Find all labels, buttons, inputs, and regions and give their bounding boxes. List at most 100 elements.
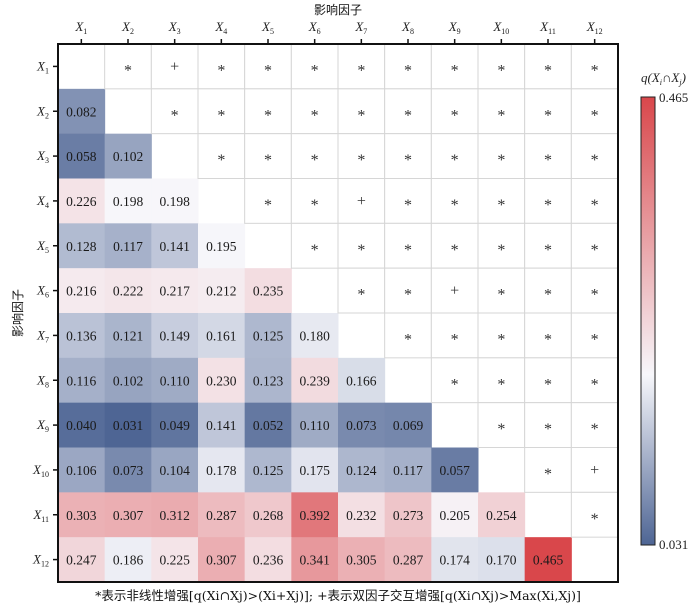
nonlinear-enhance-symbol: * bbox=[544, 152, 552, 169]
cell-value-label: 0.057 bbox=[439, 463, 470, 478]
cell-value-label: 0.341 bbox=[299, 553, 329, 568]
y-tick-label: X7 bbox=[36, 327, 49, 344]
symbol-cell bbox=[570, 491, 619, 538]
symbol-cell bbox=[524, 402, 572, 448]
heatmap-cell bbox=[244, 402, 292, 448]
nonlinear-enhance-symbol: * bbox=[311, 152, 319, 169]
cell-value-label: 0.222 bbox=[113, 284, 143, 299]
heatmap-cell bbox=[151, 313, 199, 359]
nonlinear-enhance-symbol: * bbox=[264, 62, 272, 79]
heatmap-cell bbox=[198, 492, 246, 538]
nonlinear-enhance-symbol: * bbox=[497, 197, 505, 214]
cell-value-label: 0.198 bbox=[113, 194, 144, 209]
symbol-cell bbox=[197, 133, 246, 180]
bivariate-enhance-symbol: + bbox=[357, 193, 366, 210]
nonlinear-enhance-symbol: * bbox=[591, 287, 599, 304]
y-tick-label: X2 bbox=[36, 103, 49, 120]
symbol-cell bbox=[570, 222, 619, 269]
heatmap-cell bbox=[58, 178, 106, 224]
colorbar-max-label: 0.465 bbox=[659, 90, 688, 105]
nonlinear-enhance-symbol: * bbox=[591, 421, 599, 438]
symbol-cell bbox=[477, 43, 526, 90]
heatmap-cell bbox=[291, 447, 339, 493]
cell-value-label: 0.073 bbox=[346, 418, 377, 433]
symbol-cell bbox=[430, 178, 479, 224]
heatmap-cell bbox=[151, 357, 199, 404]
heatmap-cell bbox=[151, 223, 199, 269]
cell-value-label: 0.225 bbox=[159, 553, 190, 568]
cell-value-label: 0.235 bbox=[253, 284, 284, 299]
y-tick-label: X3 bbox=[36, 148, 49, 165]
symbol-cell bbox=[477, 357, 526, 404]
cell-value-label: 0.052 bbox=[253, 418, 283, 433]
nonlinear-enhance-symbol: * bbox=[591, 511, 599, 528]
colorbar bbox=[640, 96, 656, 546]
symbol-cell bbox=[524, 312, 572, 359]
nonlinear-enhance-symbol: * bbox=[451, 197, 459, 214]
cell-value-label: 0.186 bbox=[113, 553, 144, 568]
heatmap-cell bbox=[104, 133, 152, 179]
nonlinear-enhance-symbol: * bbox=[357, 107, 365, 124]
axis-ticks: X1 X2 X3 X4 X5 X6 X7 X8 X9 X10 X11 X12 X1 X2 X3 X4 X5 X6 X… bbox=[32, 19, 603, 569]
heatmap-cell bbox=[198, 402, 246, 448]
cell-value-label: 0.117 bbox=[113, 239, 143, 254]
cell-value-label: 0.102 bbox=[113, 149, 143, 164]
cell-value-label: 0.303 bbox=[66, 508, 97, 523]
cell-value-label: 0.287 bbox=[206, 508, 237, 523]
symbol-cell bbox=[570, 402, 619, 448]
cell-value-label: 0.141 bbox=[159, 239, 189, 254]
heatmap-cell bbox=[104, 268, 152, 314]
heatmap-cell bbox=[58, 223, 106, 269]
nonlinear-enhance-symbol: * bbox=[544, 287, 552, 304]
symbol-cell bbox=[290, 43, 339, 90]
heatmap-cell bbox=[104, 313, 152, 359]
cell-value-label: 0.110 bbox=[160, 373, 190, 388]
nonlinear-enhance-symbol: * bbox=[404, 107, 412, 124]
heatmap-cell bbox=[58, 537, 106, 583]
colorbar-title: q(Xi∩Xj) bbox=[641, 70, 686, 87]
heatmap-cell bbox=[431, 492, 479, 538]
nonlinear-enhance-symbol: * bbox=[264, 152, 272, 169]
cell-value-label: 0.141 bbox=[206, 418, 236, 433]
heatmap-cell bbox=[104, 402, 152, 448]
plot-frame bbox=[57, 43, 619, 583]
x-tick-label: X10 bbox=[492, 19, 509, 36]
y-tick-label: X8 bbox=[36, 372, 49, 389]
nonlinear-enhance-symbol: * bbox=[451, 242, 459, 259]
cell-value-label: 0.110 bbox=[300, 418, 330, 433]
cell-value-label: 0.174 bbox=[439, 553, 470, 568]
symbol-cell bbox=[384, 178, 432, 224]
cell-value-label: 0.287 bbox=[393, 553, 424, 568]
heatmap-cell bbox=[384, 537, 432, 583]
nonlinear-enhance-symbol: * bbox=[404, 242, 412, 259]
heatmap-cell bbox=[198, 357, 246, 404]
bivariate-enhance-symbol: + bbox=[590, 462, 599, 479]
cell-value-label: 0.232 bbox=[346, 508, 376, 523]
top-axis-title: 影响因子 bbox=[314, 2, 362, 17]
heatmap-cell bbox=[291, 537, 339, 583]
nonlinear-enhance-symbol: * bbox=[544, 62, 552, 79]
cell-value-label: 0.170 bbox=[486, 553, 517, 568]
cell-value-label: 0.073 bbox=[113, 463, 144, 478]
cell-value-label: 0.212 bbox=[206, 284, 236, 299]
symbol-cell bbox=[197, 88, 246, 135]
nonlinear-enhance-symbol: * bbox=[591, 331, 599, 348]
heatmap-cell bbox=[58, 402, 106, 448]
legend-note: *表示非线性增强[q(Xi∩Xj)>(Xi+Xj)]; +表示双因子交互增强[q… bbox=[95, 588, 581, 603]
cell-value-label: 0.069 bbox=[393, 418, 424, 433]
symbol-cell bbox=[524, 357, 572, 404]
cell-value-label: 0.082 bbox=[66, 104, 96, 119]
symbol-cell bbox=[524, 178, 572, 224]
x-tick-label: X11 bbox=[539, 19, 556, 36]
heatmap-cell bbox=[198, 313, 246, 359]
nonlinear-enhance-symbol: * bbox=[497, 331, 505, 348]
x-tick-label: X9 bbox=[448, 19, 461, 36]
symbol-cell bbox=[197, 43, 246, 90]
cell-value-label: 0.136 bbox=[66, 328, 97, 343]
heatmap-cell bbox=[151, 178, 199, 224]
nonlinear-enhance-symbol: * bbox=[451, 62, 459, 79]
heatmap-cell bbox=[524, 537, 572, 583]
nonlinear-enhance-symbol: * bbox=[544, 331, 552, 348]
nonlinear-enhance-symbol: * bbox=[451, 107, 459, 124]
